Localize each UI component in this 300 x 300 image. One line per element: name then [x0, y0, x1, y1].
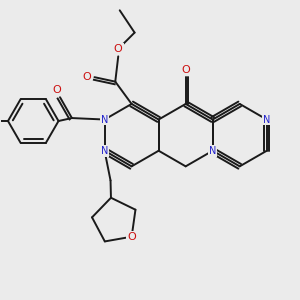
Text: N: N	[101, 115, 108, 124]
Text: N: N	[209, 146, 216, 156]
Text: O: O	[127, 232, 136, 242]
Text: O: O	[181, 65, 190, 75]
Text: O: O	[114, 44, 123, 54]
Text: N: N	[101, 146, 108, 156]
Text: O: O	[83, 72, 92, 82]
Text: O: O	[53, 85, 62, 95]
Text: N: N	[263, 115, 270, 124]
